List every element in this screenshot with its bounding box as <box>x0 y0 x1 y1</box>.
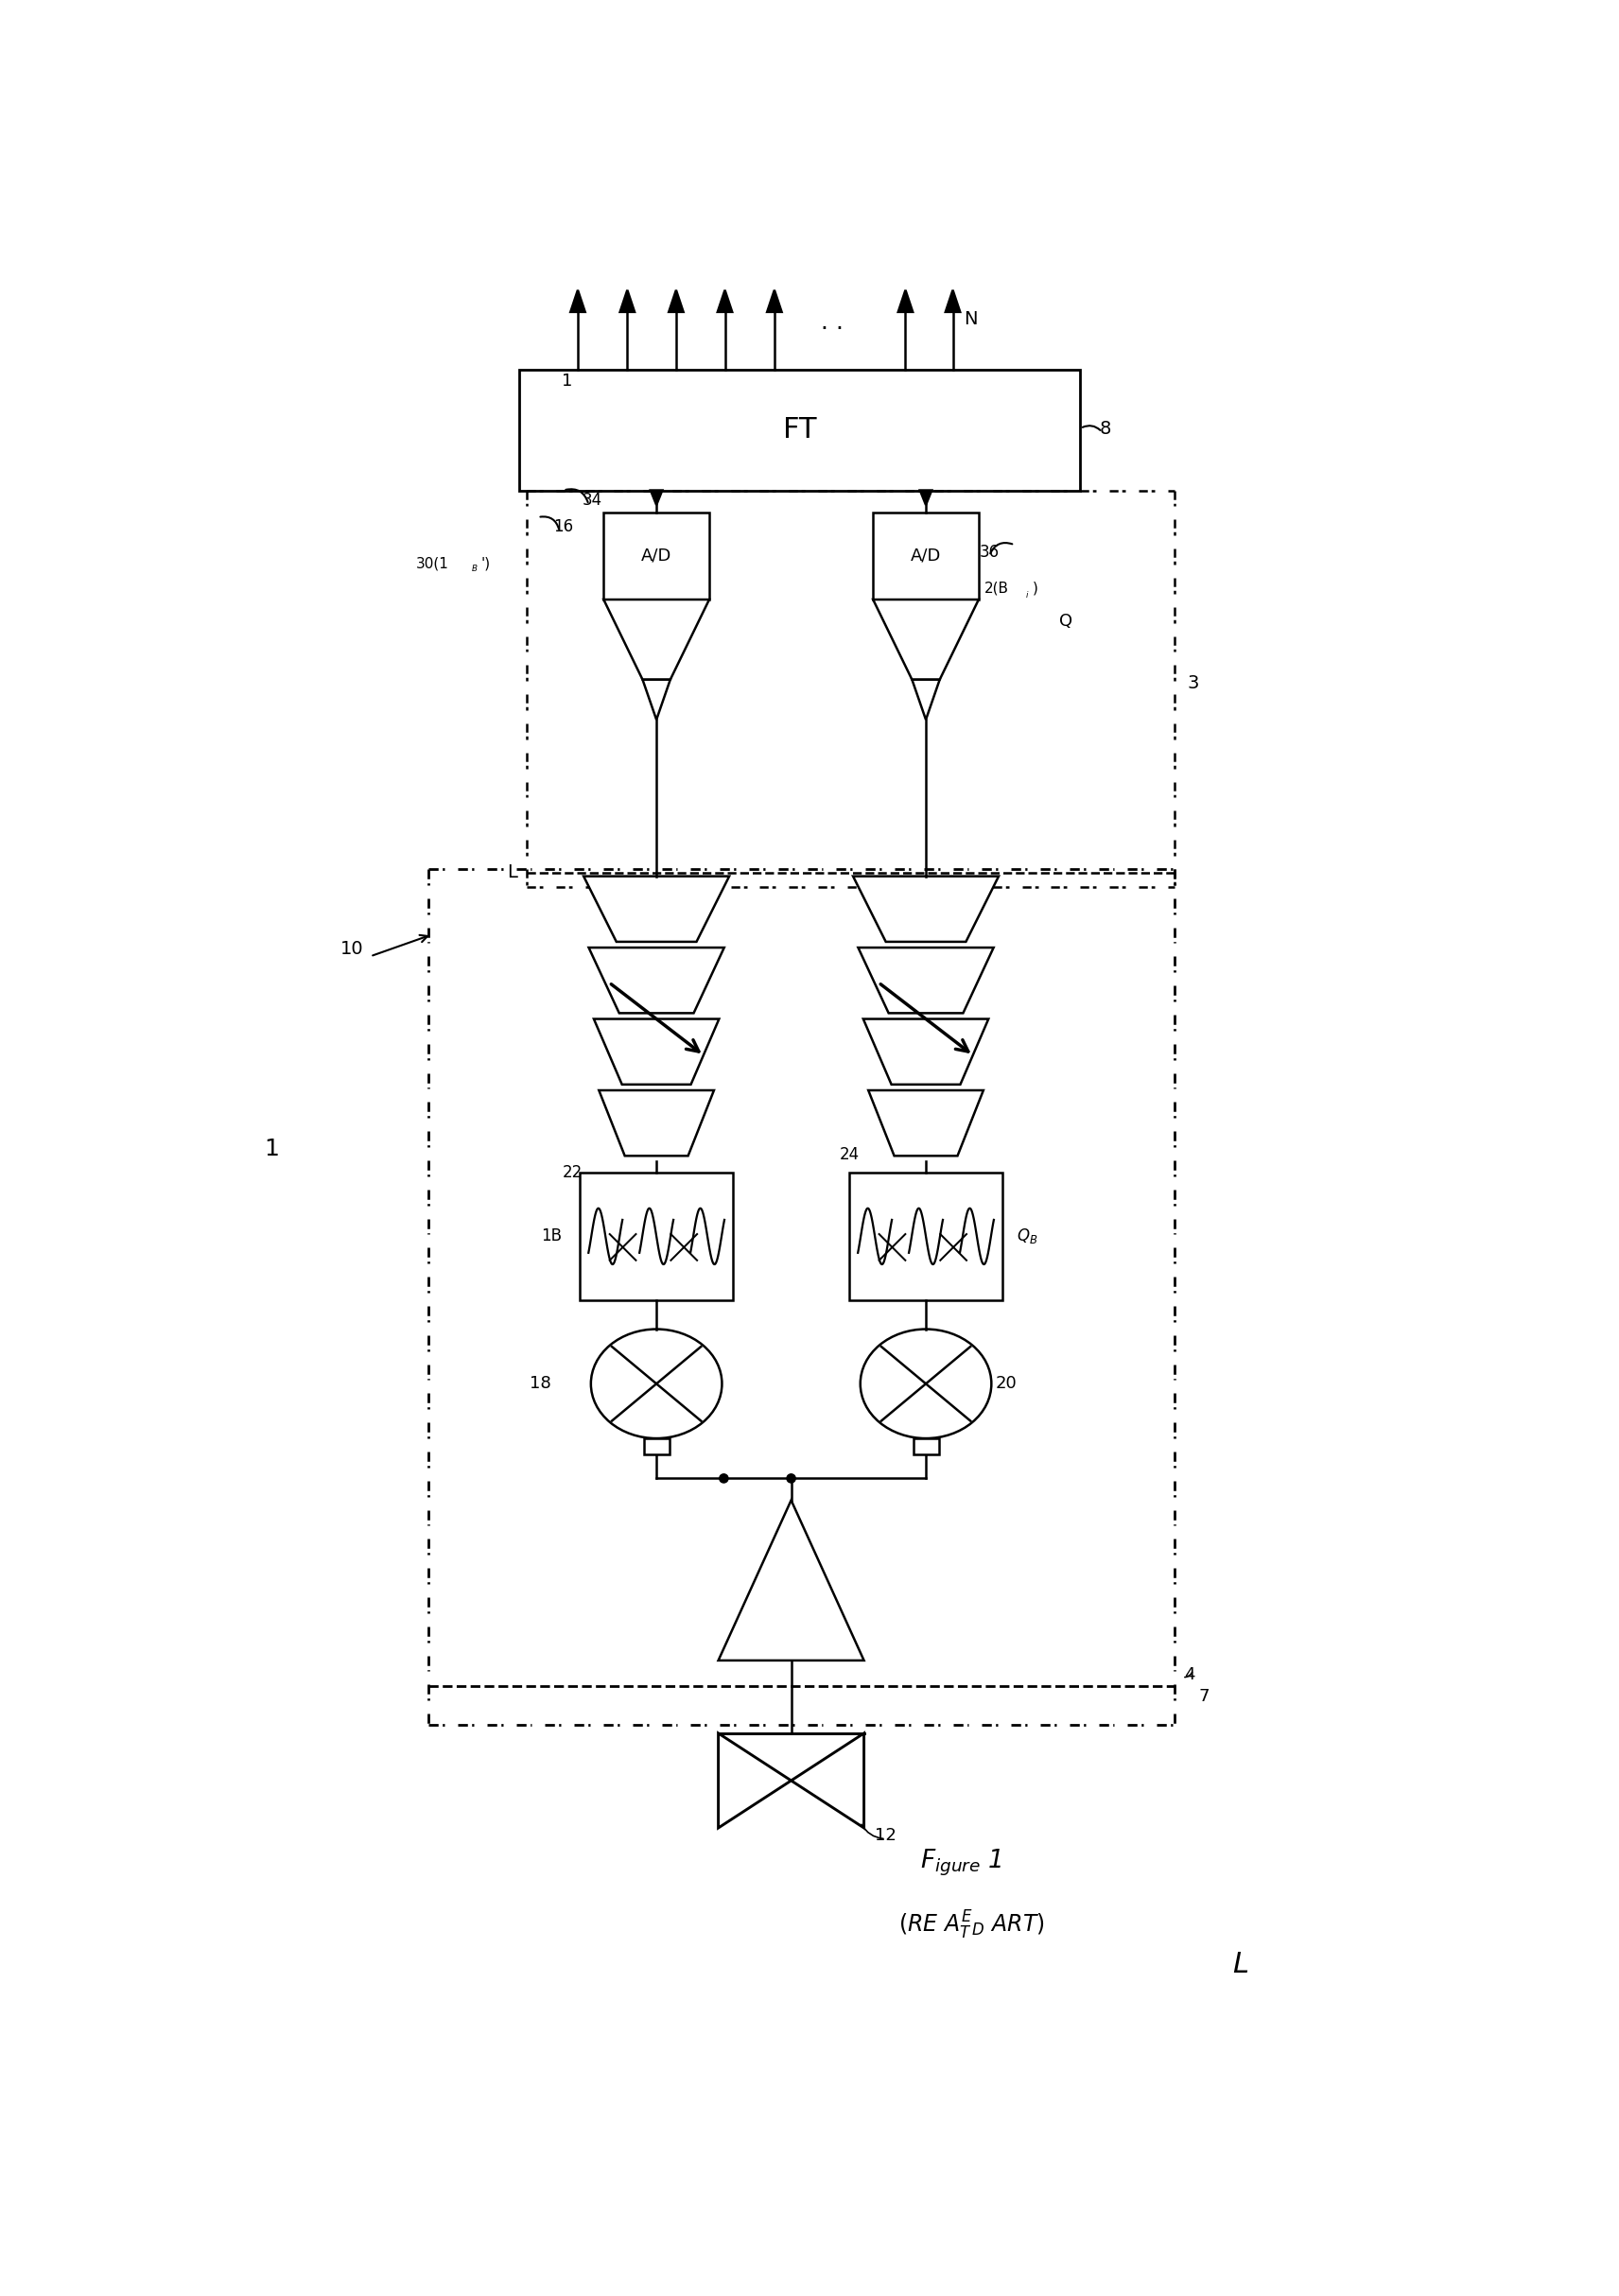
Text: $_i$: $_i$ <box>1025 588 1030 599</box>
Text: L: L <box>507 863 518 882</box>
Polygon shape <box>594 1019 719 1084</box>
Text: 8: 8 <box>1099 420 1112 439</box>
Ellipse shape <box>591 1329 722 1437</box>
Polygon shape <box>719 1499 865 1660</box>
Text: 7: 7 <box>1198 1688 1209 1706</box>
Text: 12: 12 <box>874 1828 897 1844</box>
Polygon shape <box>868 1091 983 1155</box>
Text: 1: 1 <box>562 372 572 390</box>
Text: $(RE\ A_{T}^{E}{}_{D}\ ART)$: $(RE\ A_{T}^{E}{}_{D}\ ART)$ <box>899 1908 1044 1940</box>
Polygon shape <box>792 1733 865 1828</box>
Bar <box>520 370 1080 491</box>
Ellipse shape <box>860 1329 991 1437</box>
Text: L: L <box>1232 1952 1248 1979</box>
Polygon shape <box>767 289 782 312</box>
Text: . .: . . <box>821 312 843 335</box>
Polygon shape <box>669 289 683 312</box>
Circle shape <box>719 1474 729 1483</box>
Polygon shape <box>599 1091 714 1155</box>
Polygon shape <box>570 289 584 312</box>
Text: $Q_B$: $Q_B$ <box>1017 1226 1038 1247</box>
Polygon shape <box>583 877 729 941</box>
Text: '): ') <box>481 556 491 569</box>
Text: 24: 24 <box>839 1146 860 1162</box>
Text: $_B$: $_B$ <box>471 563 478 574</box>
Polygon shape <box>717 289 732 312</box>
Bar <box>913 1437 939 1453</box>
Polygon shape <box>643 680 670 719</box>
Text: 1: 1 <box>264 1139 280 1162</box>
Text: N: N <box>965 310 978 328</box>
Text: 20: 20 <box>996 1375 1017 1391</box>
Polygon shape <box>899 289 913 312</box>
Text: 2(B: 2(B <box>984 581 1009 595</box>
Circle shape <box>787 1474 795 1483</box>
Text: FT: FT <box>784 416 816 443</box>
Polygon shape <box>620 289 635 312</box>
Text: 3: 3 <box>1187 675 1200 693</box>
Polygon shape <box>651 491 662 505</box>
Bar <box>604 512 709 599</box>
Text: 10: 10 <box>340 939 364 957</box>
Polygon shape <box>911 680 939 719</box>
Polygon shape <box>945 289 960 312</box>
Text: 36: 36 <box>979 544 999 560</box>
Text: $F_{igure}$ 1: $F_{igure}$ 1 <box>920 1848 1002 1878</box>
Polygon shape <box>853 877 999 941</box>
Polygon shape <box>604 599 709 680</box>
Polygon shape <box>863 1019 989 1084</box>
Polygon shape <box>858 948 994 1013</box>
Polygon shape <box>920 491 931 505</box>
Bar <box>644 1437 669 1453</box>
Bar <box>850 1173 1002 1300</box>
Text: Q: Q <box>1059 613 1072 629</box>
Text: 30(1: 30(1 <box>416 556 448 569</box>
Polygon shape <box>589 948 724 1013</box>
Text: 16: 16 <box>554 519 573 535</box>
Bar <box>580 1173 733 1300</box>
Polygon shape <box>873 599 978 680</box>
Text: 1B: 1B <box>541 1228 562 1244</box>
Text: 22: 22 <box>563 1164 583 1180</box>
Text: A/D: A/D <box>641 546 672 565</box>
Text: 34: 34 <box>583 491 602 507</box>
Text: 18: 18 <box>529 1375 550 1391</box>
Polygon shape <box>719 1733 792 1828</box>
Text: 4: 4 <box>1183 1667 1195 1683</box>
Bar <box>873 512 978 599</box>
Text: ): ) <box>1033 581 1038 595</box>
Text: A/D: A/D <box>910 546 941 565</box>
